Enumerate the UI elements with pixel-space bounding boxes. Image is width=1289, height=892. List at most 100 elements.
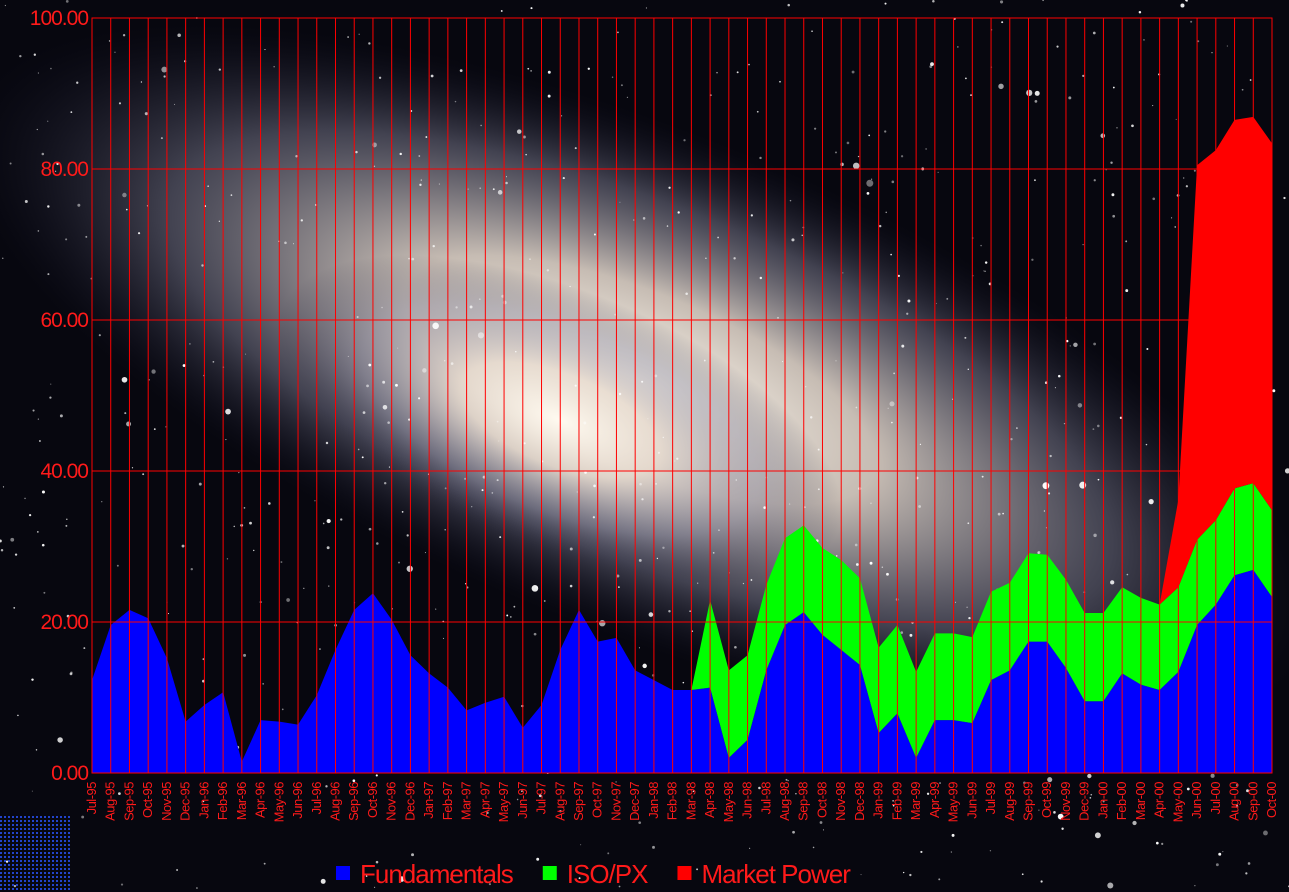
star — [546, 269, 550, 272]
star — [478, 298, 481, 300]
star — [325, 785, 328, 788]
star — [657, 451, 660, 454]
legend-label: ISO/PX — [567, 859, 648, 889]
star — [253, 549, 255, 552]
star — [373, 165, 376, 167]
star — [24, 200, 28, 203]
star — [1034, 90, 1040, 96]
star — [37, 418, 40, 420]
star — [742, 582, 745, 585]
x-tick-label: Oct-95 — [140, 782, 155, 818]
legend-swatch — [677, 866, 692, 880]
star — [388, 466, 390, 468]
star — [655, 482, 658, 485]
star — [814, 127, 817, 130]
star — [925, 148, 927, 150]
star — [533, 632, 537, 636]
x-tick-label: Sep-97 — [571, 782, 586, 821]
x-tick-label: Oct-98 — [814, 782, 829, 818]
x-tick-label: Jul-98 — [758, 782, 773, 815]
star — [618, 586, 620, 588]
star — [182, 364, 186, 368]
star — [469, 305, 473, 309]
x-tick-label: Jun-98 — [740, 782, 755, 819]
star — [198, 482, 202, 486]
star — [430, 74, 434, 78]
star — [1272, 389, 1276, 393]
star — [935, 302, 937, 304]
star — [718, 529, 720, 531]
star — [817, 488, 820, 491]
star — [37, 531, 39, 533]
star — [387, 421, 390, 424]
star — [303, 587, 305, 589]
star — [835, 151, 837, 154]
x-tick-label: Sep-96 — [346, 782, 361, 821]
x-tick-label: Jul-99 — [983, 782, 998, 815]
star — [531, 585, 539, 592]
star — [140, 81, 143, 83]
x-tick-label: Mar-97 — [459, 782, 474, 820]
star — [153, 428, 156, 430]
star — [618, 885, 621, 888]
star — [1185, 0, 1188, 2]
star — [1112, 214, 1116, 218]
star — [41, 490, 45, 494]
star — [1102, 800, 1105, 803]
star — [98, 334, 101, 337]
star — [455, 306, 458, 309]
area — [92, 569, 1272, 773]
x-tick-label: Mar-96 — [234, 782, 249, 820]
star — [319, 648, 321, 650]
star — [121, 376, 128, 383]
star — [355, 150, 358, 154]
star — [641, 380, 644, 383]
star — [486, 811, 489, 815]
star — [513, 605, 516, 608]
star — [626, 96, 629, 99]
star — [777, 316, 779, 319]
star — [750, 214, 753, 217]
star — [654, 374, 658, 378]
star — [101, 501, 103, 503]
star — [76, 81, 79, 84]
x-tick-label: Aug-96 — [327, 782, 342, 821]
star — [176, 869, 179, 872]
star — [189, 343, 191, 345]
x-tick-label: Aug-99 — [1002, 782, 1017, 821]
star — [70, 111, 73, 114]
star — [81, 815, 85, 819]
star — [218, 220, 221, 222]
star — [1174, 226, 1176, 228]
legend-swatch — [336, 866, 350, 880]
star — [382, 404, 388, 410]
x-tick-label: Mar-99 — [908, 782, 923, 820]
star — [41, 152, 45, 156]
x-tick-label: Feb-96 — [215, 782, 230, 820]
star — [375, 860, 379, 864]
star — [1197, 40, 1200, 43]
star — [677, 211, 680, 214]
star — [65, 238, 68, 241]
star — [530, 69, 532, 72]
star — [37, 72, 39, 74]
star — [981, 475, 984, 478]
star — [984, 261, 988, 264]
x-tick-label: May-00 — [1170, 782, 1185, 823]
star — [381, 306, 383, 309]
star — [408, 418, 411, 421]
star — [435, 608, 437, 610]
star — [523, 442, 526, 445]
x-tick-label: Sep-00 — [1245, 782, 1260, 821]
x-tick-label: Oct-99 — [1039, 782, 1054, 818]
star — [870, 502, 872, 504]
star — [35, 749, 38, 751]
star — [918, 505, 922, 508]
star — [926, 792, 930, 795]
star — [243, 653, 247, 657]
star — [835, 360, 837, 362]
x-tick-label: Oct-96 — [365, 782, 380, 818]
star — [286, 598, 290, 602]
x-tick-label: Nov-97 — [608, 782, 623, 821]
star — [488, 883, 491, 886]
